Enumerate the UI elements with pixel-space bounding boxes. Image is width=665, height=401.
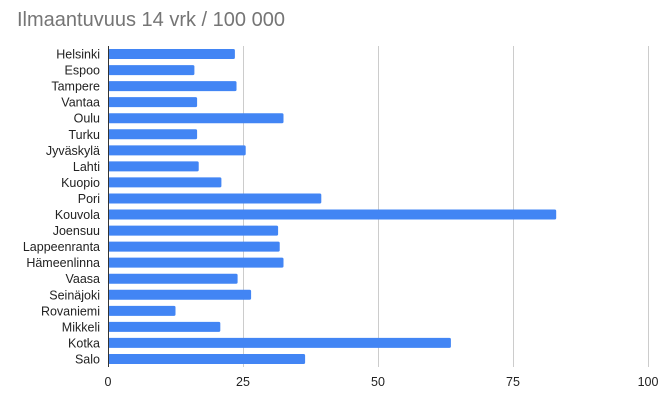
category-label-espoo: Espoo <box>65 64 100 78</box>
bar-kuopio <box>108 177 222 188</box>
bar-espoo <box>108 65 195 76</box>
bar-jyväskylä <box>108 145 246 156</box>
bar-kotka <box>108 337 451 348</box>
bar-rovaniemi <box>108 305 176 316</box>
x-tick-label-0: 0 <box>105 375 112 389</box>
category-label-lappeenranta: Lappeenranta <box>23 240 100 254</box>
category-label-kotka: Kotka <box>68 336 100 350</box>
bar-turku <box>108 129 198 140</box>
category-label-pori: Pori <box>78 192 100 206</box>
bar-lappeenranta <box>108 241 280 252</box>
bar-lahti <box>108 161 199 172</box>
x-tick-label-50: 50 <box>371 375 385 389</box>
chart-title: Ilmaantuvuus 14 vrk / 100 000 <box>17 9 285 31</box>
category-label-turku: Turku <box>69 128 101 142</box>
category-label-rovaniemi: Rovaniemi <box>41 304 100 318</box>
bar-hämeenlinna <box>108 257 284 268</box>
category-label-joensuu: Joensuu <box>53 224 100 238</box>
bar-joensuu <box>108 225 279 236</box>
bar-salo <box>108 353 306 364</box>
category-label-vaasa: Vaasa <box>65 272 100 286</box>
bar-seinäjoki <box>108 289 252 300</box>
x-tick-label-25: 25 <box>236 375 250 389</box>
bar-oulu <box>108 113 284 124</box>
category-label-kouvola: Kouvola <box>55 208 100 222</box>
category-label-mikkeli: Mikkeli <box>62 320 100 334</box>
category-label-tampere: Tampere <box>51 80 100 94</box>
category-label-vantaa: Vantaa <box>61 96 100 110</box>
category-label-helsinki: Helsinki <box>56 48 100 62</box>
category-label-hämeenlinna: Hämeenlinna <box>26 256 100 270</box>
x-tick-label-75: 75 <box>506 375 520 389</box>
category-label-lahti: Lahti <box>73 160 100 174</box>
bar-vaasa <box>108 273 238 284</box>
bar-mikkeli <box>108 321 221 332</box>
label-layer: 0 25 50 75 100 Helsinki Espoo Tampere Vantaa Oulu… <box>23 48 659 389</box>
category-label-kuopio: Kuopio <box>61 176 100 190</box>
grid-layer <box>243 46 649 367</box>
bar-helsinki <box>108 49 235 60</box>
category-label-oulu: Oulu <box>74 112 100 126</box>
bar-tampere <box>108 81 237 92</box>
bar-pori <box>108 193 322 204</box>
bar-kouvola <box>108 209 557 220</box>
bar-layer <box>108 49 557 364</box>
category-label-jyväskylä: Jyväskylä <box>46 144 100 158</box>
x-tick-label-100: 100 <box>638 375 659 389</box>
bar-vantaa <box>108 97 198 108</box>
category-label-salo: Salo <box>75 352 100 366</box>
category-label-seinäjoki: Seinäjoki <box>49 288 100 302</box>
